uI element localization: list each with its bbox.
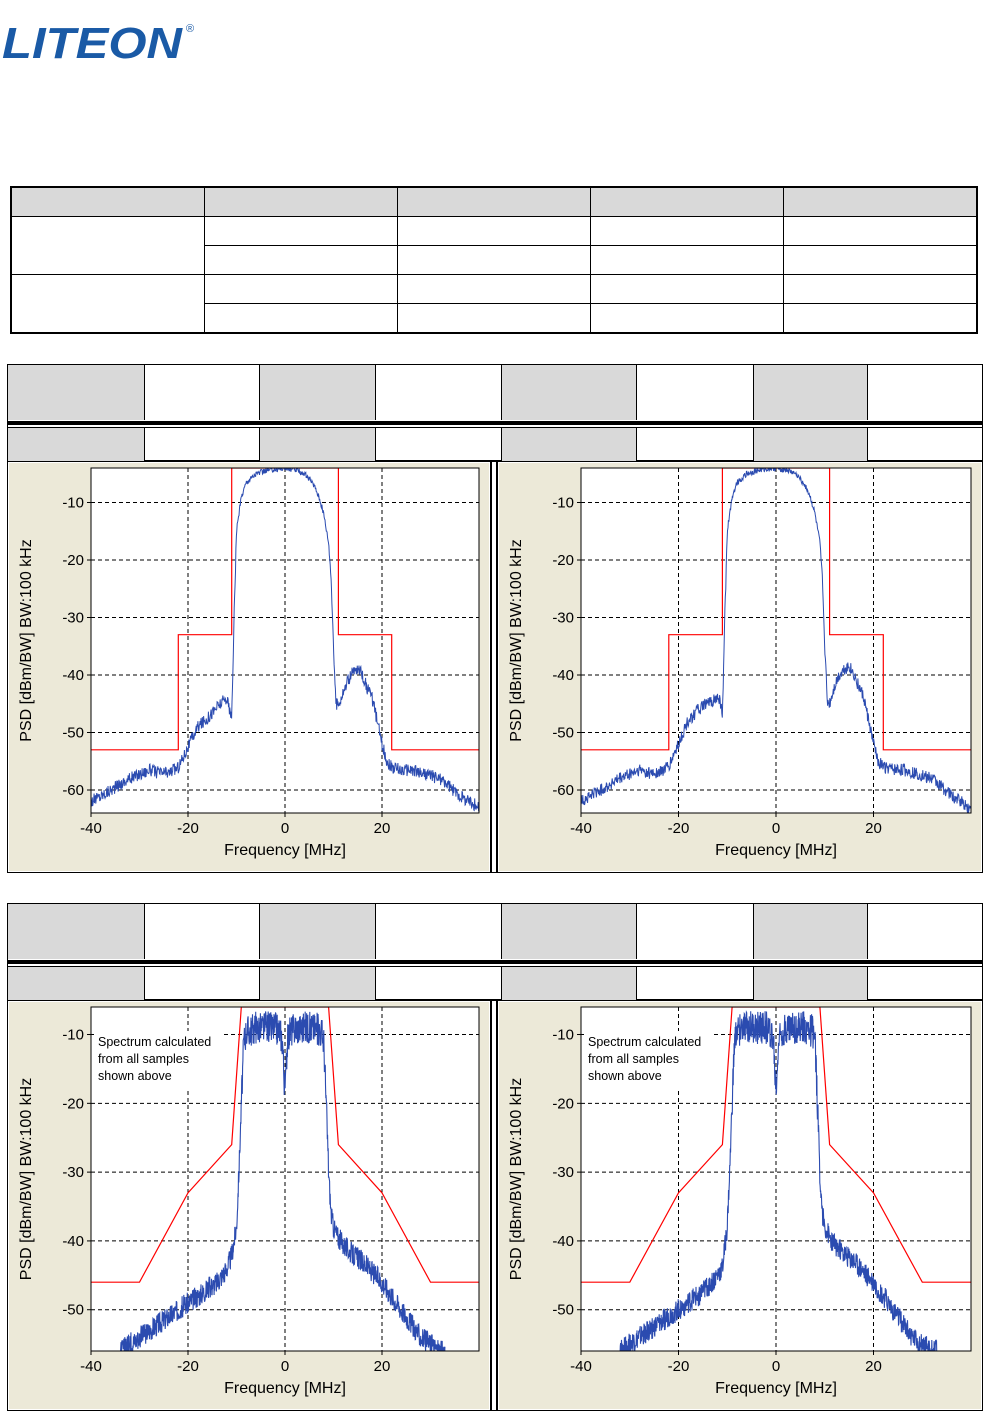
x-tick-label: 0 — [281, 820, 289, 837]
spectral-mask-line — [91, 1007, 479, 1283]
y-tick-label: -10 — [62, 1027, 84, 1044]
y-axis-label: PSD [dBm/BW] BW:100 kHz — [18, 1078, 35, 1280]
y-tick-label: -50 — [552, 1302, 574, 1319]
x-tick-label: 20 — [865, 1358, 882, 1375]
x-tick-label: 0 — [281, 1358, 289, 1375]
psd-trace-line — [120, 1011, 446, 1351]
y-tick-label: -10 — [62, 495, 84, 512]
plots-frame — [7, 461, 983, 873]
table-row — [10, 216, 978, 275]
x-tick-label: -40 — [570, 1358, 592, 1375]
x-tick-label: 0 — [772, 820, 780, 837]
section-1-header — [7, 364, 983, 462]
y-tick-label: -20 — [552, 1095, 574, 1112]
y-tick-label: -30 — [62, 1164, 84, 1181]
section-2-header — [7, 903, 983, 1001]
x-axis-label: Frequency [MHz] — [224, 1380, 346, 1397]
annotation-text: from all samples — [588, 1052, 679, 1066]
spectral-mask-line — [581, 1007, 971, 1283]
x-tick-label: 20 — [865, 820, 882, 837]
liteon-logo: LITEON ® — [2, 19, 194, 64]
x-tick-label: -40 — [80, 820, 102, 837]
table-header-row — [10, 186, 978, 217]
x-tick-label: -20 — [668, 820, 690, 837]
y-tick-label: -20 — [62, 1095, 84, 1112]
spectral-mask-line — [581, 468, 971, 751]
annotation-text: shown above — [98, 1069, 172, 1083]
x-tick-label: 20 — [374, 820, 391, 837]
y-axis-label: PSD [dBm/BW] BW:100 kHz — [508, 539, 525, 741]
psd-plot-2: -40 -20 0 20 -10 -20 -30 -40 -50 -60 Frequency [MH… — [499, 463, 981, 871]
plot-divider — [490, 461, 498, 873]
annotation-box — [584, 1031, 712, 1088]
table-row — [10, 273, 978, 334]
y-axis-label: PSD [dBm/BW] BW:100 kHz — [18, 539, 35, 741]
annotation-box — [94, 1031, 222, 1088]
summary-table — [10, 186, 978, 334]
table-row — [11, 302, 978, 334]
annotation-text: Spectrum calculated — [588, 1035, 701, 1049]
x-tick-label: -40 — [570, 820, 592, 837]
y-tick-label: -10 — [552, 1027, 574, 1044]
psd-plot-4: -40 -20 0 20 -10 -20 -30 -40 -50 Frequency [MHz] P… — [499, 1002, 981, 1409]
psd-chart-svg: -40 -20 0 20 -10 -20 -30 -40 -50 -60 Frequency [MH… — [499, 463, 981, 871]
x-tick-label: -20 — [177, 1358, 199, 1375]
psd-trace-line — [619, 1010, 938, 1351]
y-tick-label: -30 — [552, 1164, 574, 1181]
psd-trace-line — [581, 468, 971, 813]
x-tick-label: 0 — [772, 1358, 780, 1375]
psd-chart-svg: -40 -20 0 20 -10 -20 -30 -40 -50 -60 Frequency [MH… — [9, 463, 489, 871]
psd-chart-svg: -40 -20 0 20 -10 -20 -30 -40 -50 Frequency [MHz] P… — [9, 1002, 489, 1409]
y-tick-label: -10 — [552, 495, 574, 512]
plot-divider — [490, 1000, 498, 1411]
annotation-text: from all samples — [98, 1052, 189, 1066]
logo-text: LITEON — [2, 19, 183, 64]
logo-registered-mark: ® — [186, 23, 194, 35]
psd-chart-svg: -40 -20 0 20 -10 -20 -30 -40 -50 Frequency [MHz] P… — [499, 1002, 981, 1409]
y-tick-label: -40 — [552, 667, 574, 684]
y-tick-label: -50 — [62, 725, 84, 742]
annotation-text: shown above — [588, 1069, 662, 1083]
y-tick-label: -60 — [552, 782, 574, 799]
y-tick-label: -60 — [62, 782, 84, 799]
y-tick-label: -30 — [552, 610, 574, 627]
psd-plot-3: -40 -20 0 20 -10 -20 -30 -40 -50 Frequency [MHz] P… — [9, 1002, 489, 1409]
x-tick-label: -20 — [668, 1358, 690, 1375]
y-tick-label: -40 — [62, 1233, 84, 1250]
x-axis-label: Frequency [MHz] — [715, 842, 837, 859]
y-tick-label: -30 — [62, 610, 84, 627]
y-tick-label: -50 — [552, 725, 574, 742]
y-tick-label: -40 — [552, 1233, 574, 1250]
y-tick-label: -50 — [62, 1302, 84, 1319]
x-axis-label: Frequency [MHz] — [224, 842, 346, 859]
annotation-text: Spectrum calculated — [98, 1035, 211, 1049]
x-tick-label: 20 — [374, 1358, 391, 1375]
y-tick-label: -20 — [552, 552, 574, 569]
spectral-mask-line — [91, 468, 479, 751]
y-tick-label: -20 — [62, 552, 84, 569]
x-tick-label: -20 — [177, 820, 199, 837]
x-axis-label: Frequency [MHz] — [715, 1380, 837, 1397]
psd-plot-1: -40 -20 0 20 -10 -20 -30 -40 -50 -60 Frequency [MH… — [9, 463, 489, 871]
y-tick-label: -40 — [62, 667, 84, 684]
y-axis-label: PSD [dBm/BW] BW:100 kHz — [508, 1078, 525, 1280]
x-tick-label: -40 — [80, 1358, 102, 1375]
